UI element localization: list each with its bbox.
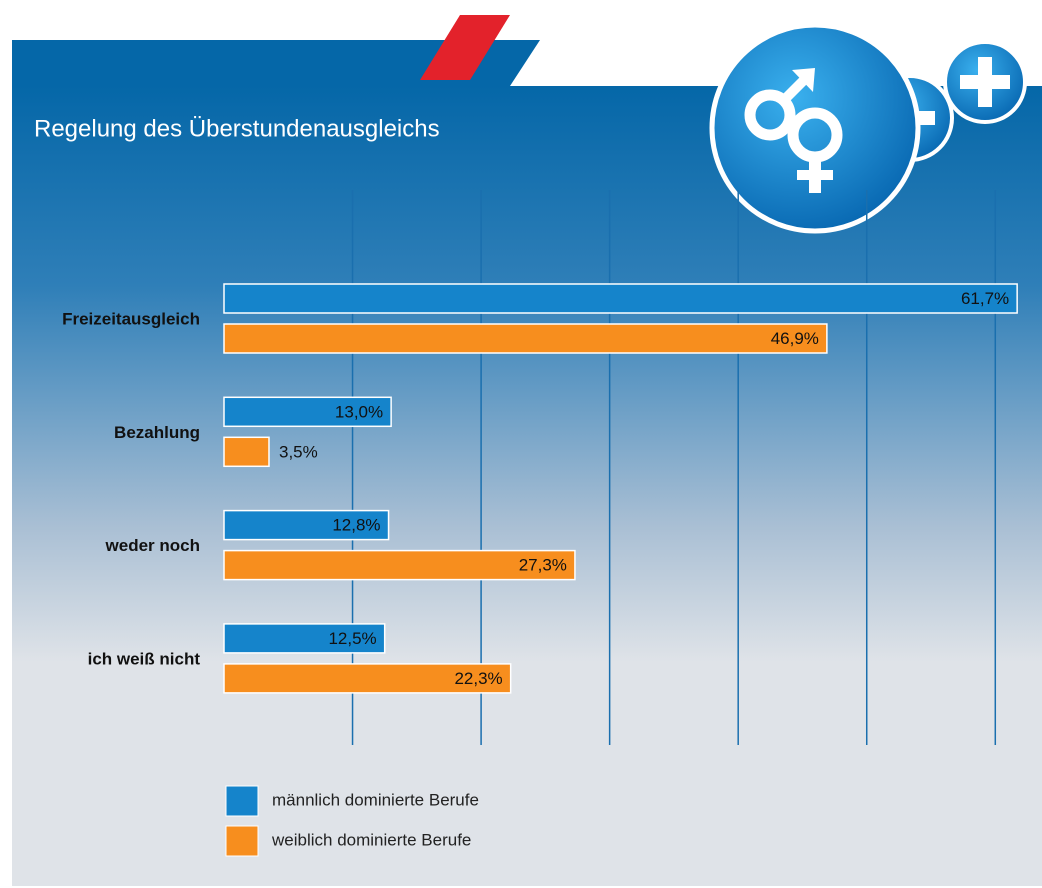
bar [223,396,392,428]
bar [223,283,1018,314]
bar [223,663,512,694]
value-label: 22,3% [454,669,502,688]
value-label: 13,0% [335,402,383,421]
value-label: 12,8% [332,516,380,535]
value-label: 3,5% [279,442,318,461]
bar [223,549,576,581]
icon [709,22,1027,234]
category-label: Freizeitausgleich [62,309,200,328]
value-label: 46,9% [771,329,819,348]
category-label: weder noch [105,536,200,555]
category-label: ich weiß nicht [88,649,201,668]
value-label: 61,7% [961,289,1009,308]
legend-swatch [225,785,259,817]
bar [223,323,828,354]
value-label: 27,3% [519,556,567,575]
legend-label: männlich dominierte Berufe [272,790,479,809]
legend-label: weiblich dominierte Berufe [271,830,471,849]
background [12,15,1042,886]
bar [223,509,390,541]
chart-title: Regelung des Überstundenausgleichs [34,115,440,142]
bar [223,436,270,468]
category-label: Bezahlung [114,423,200,442]
legend-swatch [225,825,259,857]
bar [223,623,386,654]
value-label: 12,5% [328,629,376,648]
